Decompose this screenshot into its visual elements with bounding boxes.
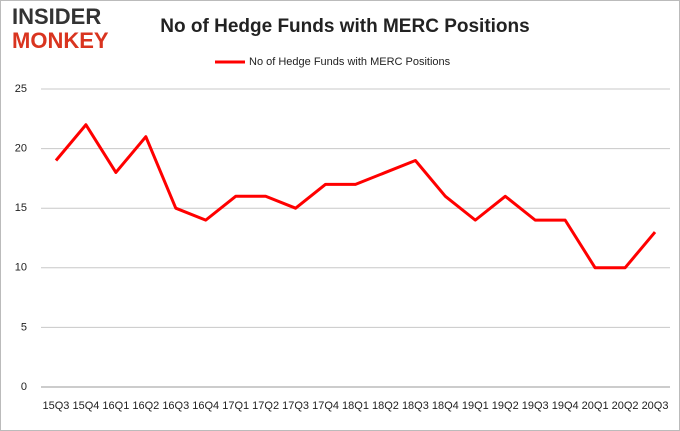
x-tick-label: 18Q2 xyxy=(372,400,399,412)
legend-label: No of Hedge Funds with MERC Positions xyxy=(249,56,451,68)
x-tick-label: 18Q1 xyxy=(342,400,369,412)
x-tick-label: 18Q3 xyxy=(402,400,429,412)
y-tick-label: 5 xyxy=(21,321,27,333)
logo-line1: INSIDER xyxy=(12,4,101,29)
x-tick-label: 17Q2 xyxy=(252,400,279,412)
y-tick-label: 15 xyxy=(15,202,27,214)
x-tick-label: 20Q3 xyxy=(642,400,669,412)
x-tick-label: 20Q1 xyxy=(582,400,609,412)
x-tick-label: 16Q1 xyxy=(102,400,129,412)
line-series xyxy=(54,123,657,270)
x-tick-label: 20Q2 xyxy=(612,400,639,412)
x-tick-label: 15Q4 xyxy=(72,400,99,412)
x-tick-label: 16Q4 xyxy=(192,400,219,412)
y-tick-label: 0 xyxy=(21,381,27,393)
y-tick-label: 25 xyxy=(15,83,27,95)
x-tick-label: 16Q2 xyxy=(132,400,159,412)
x-tick-label: 17Q3 xyxy=(282,400,309,412)
x-tick-label: 19Q1 xyxy=(462,400,489,412)
y-tick-label: 10 xyxy=(15,262,27,274)
x-tick-label: 17Q4 xyxy=(312,400,339,412)
x-tick-label: 17Q1 xyxy=(222,400,249,412)
x-tick-label: 19Q3 xyxy=(522,400,549,412)
chart-title: No of Hedge Funds with MERC Positions xyxy=(160,16,529,37)
x-tick-label: 18Q4 xyxy=(432,400,459,412)
y-tick-label: 20 xyxy=(15,143,27,155)
x-tick-label: 19Q4 xyxy=(552,400,579,412)
logo-line2: MONKEY xyxy=(12,28,109,53)
x-tick-label: 16Q3 xyxy=(162,400,189,412)
x-tick-label: 19Q2 xyxy=(492,400,519,412)
x-tick-label: 15Q3 xyxy=(43,400,70,412)
